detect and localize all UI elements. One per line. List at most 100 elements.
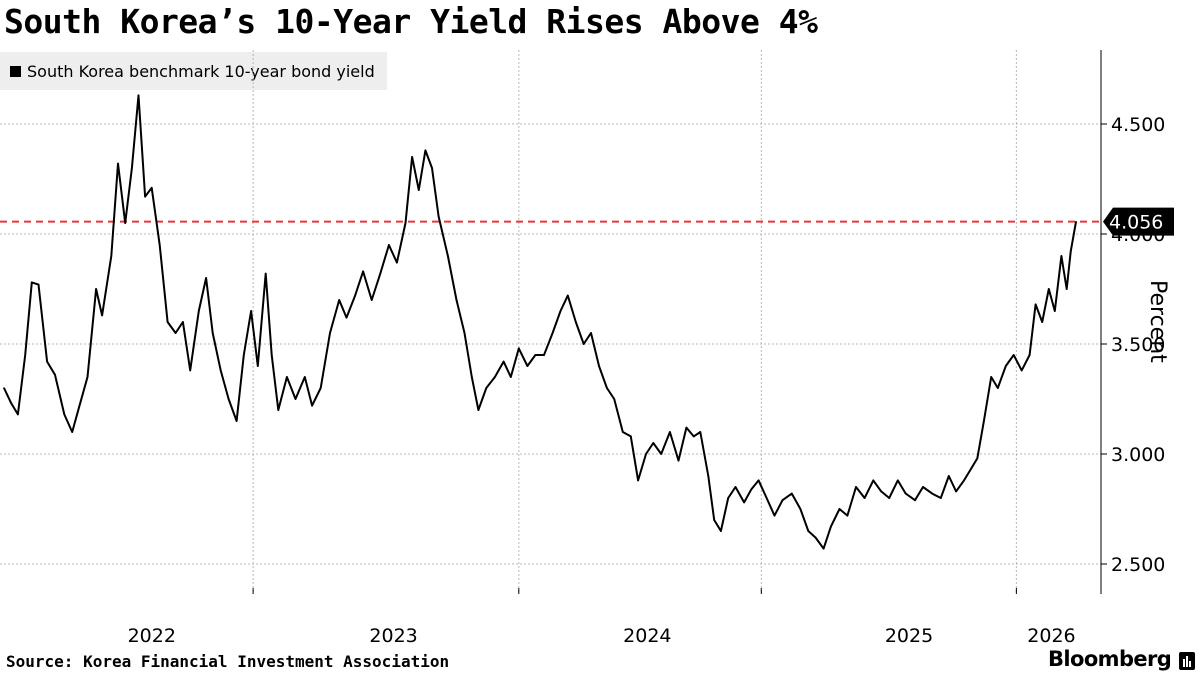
data-point bbox=[872, 479, 875, 482]
data-point bbox=[494, 376, 496, 378]
data-point bbox=[1034, 303, 1037, 306]
data-point bbox=[189, 369, 191, 372]
data-point bbox=[613, 398, 615, 400]
data-point bbox=[257, 365, 259, 367]
data-point bbox=[205, 277, 207, 279]
data-point bbox=[822, 547, 825, 550]
data-point bbox=[71, 431, 73, 433]
data-point bbox=[477, 409, 480, 411]
data-point bbox=[485, 387, 488, 389]
data-point bbox=[166, 321, 169, 323]
data-point bbox=[931, 492, 933, 495]
brand-logo: Bloomberg bbox=[1048, 647, 1172, 671]
data-point bbox=[880, 490, 882, 493]
data-point bbox=[914, 499, 916, 502]
data-point bbox=[101, 314, 103, 317]
data-point bbox=[17, 413, 19, 416]
data-point bbox=[270, 354, 273, 356]
data-point bbox=[1020, 369, 1023, 372]
data-point bbox=[567, 294, 569, 297]
data-point bbox=[431, 167, 433, 169]
data-point bbox=[699, 431, 702, 433]
data-point bbox=[969, 468, 972, 471]
data-point bbox=[10, 402, 13, 405]
data-point bbox=[198, 310, 200, 312]
data-point bbox=[575, 321, 577, 323]
legend-swatch bbox=[10, 65, 21, 77]
data-point bbox=[63, 413, 66, 416]
data-point bbox=[660, 453, 662, 455]
data-point bbox=[437, 215, 440, 218]
data-point bbox=[543, 354, 545, 356]
data-point bbox=[997, 387, 999, 389]
x-tick-label: 2023 bbox=[369, 625, 417, 647]
data-point bbox=[807, 530, 810, 532]
y-tick-label: 2.500 bbox=[1111, 554, 1165, 576]
data-point bbox=[1048, 288, 1050, 290]
data-point bbox=[211, 332, 214, 334]
series-line bbox=[3, 94, 1077, 550]
data-point bbox=[345, 316, 348, 319]
x-axis: 2022 2023 2024 2025 2026 bbox=[128, 588, 1076, 647]
data-point bbox=[117, 162, 119, 165]
data-point bbox=[855, 486, 857, 488]
data-point bbox=[1054, 310, 1056, 312]
data-point bbox=[1005, 365, 1007, 367]
data-point bbox=[846, 514, 849, 517]
data-point bbox=[424, 149, 427, 152]
data-point bbox=[799, 508, 802, 510]
legend: South Korea benchmark 10-year bond yield bbox=[0, 52, 387, 90]
data-point bbox=[677, 459, 680, 462]
data-point bbox=[354, 294, 356, 297]
data-point bbox=[124, 222, 126, 224]
data-point bbox=[338, 299, 341, 301]
data-point bbox=[622, 431, 624, 433]
data-point bbox=[447, 255, 449, 257]
data-point bbox=[888, 497, 890, 499]
data-point bbox=[976, 457, 979, 460]
data-point bbox=[559, 310, 562, 312]
data-point bbox=[463, 332, 466, 334]
data-point bbox=[1075, 220, 1077, 223]
data-point bbox=[264, 272, 267, 275]
data-point bbox=[713, 519, 715, 521]
data-point bbox=[510, 376, 512, 378]
data-point bbox=[685, 426, 688, 429]
data-point bbox=[720, 530, 722, 532]
x-tick-label: 2025 bbox=[885, 625, 933, 647]
data-point bbox=[1060, 255, 1063, 257]
data-point bbox=[652, 442, 655, 444]
data-point bbox=[765, 497, 768, 499]
data-point bbox=[863, 497, 866, 499]
data-point bbox=[551, 332, 554, 334]
data-point bbox=[243, 354, 245, 356]
data-point bbox=[1069, 250, 1072, 253]
data-point bbox=[897, 479, 899, 482]
data-point bbox=[3, 387, 5, 389]
data-point bbox=[54, 374, 56, 376]
data-point bbox=[379, 272, 382, 275]
data-point bbox=[518, 347, 520, 350]
data-point bbox=[922, 486, 924, 488]
data-point bbox=[277, 409, 280, 411]
data-point bbox=[86, 376, 89, 378]
data-point bbox=[311, 404, 313, 407]
data-point bbox=[37, 283, 40, 286]
data-point bbox=[734, 486, 737, 488]
data-point bbox=[838, 508, 841, 510]
x-tick-label: 2022 bbox=[128, 625, 176, 647]
data-point bbox=[404, 222, 407, 224]
data-point bbox=[370, 299, 373, 301]
data-point bbox=[396, 261, 398, 264]
data-point bbox=[78, 407, 80, 409]
data-point bbox=[131, 167, 133, 169]
data-point bbox=[645, 453, 647, 455]
series-layer bbox=[3, 94, 1077, 550]
data-point bbox=[418, 189, 420, 191]
y-tick-label: 4.500 bbox=[1111, 114, 1165, 136]
data-point bbox=[95, 288, 97, 290]
data-point bbox=[773, 514, 776, 517]
y-tick-label: 3.500 bbox=[1111, 334, 1165, 356]
data-point bbox=[329, 332, 331, 334]
